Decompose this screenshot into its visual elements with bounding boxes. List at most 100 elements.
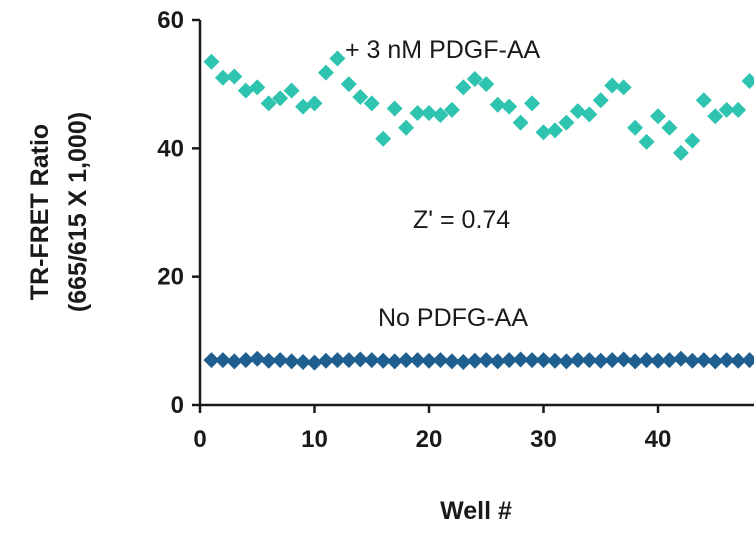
minus-series-point xyxy=(489,353,506,370)
plus-series-point xyxy=(615,79,632,96)
plus-series-point xyxy=(237,82,254,99)
plus-series-point xyxy=(317,64,334,81)
plus-series-point xyxy=(443,101,460,118)
minus-series-point xyxy=(707,353,724,370)
minus-series-point xyxy=(237,352,254,369)
minus-series-point xyxy=(535,352,552,369)
plus-series-point xyxy=(569,103,586,120)
plus-series-point xyxy=(661,119,678,136)
plus-series-point xyxy=(329,50,346,67)
plus-series-point xyxy=(226,68,243,85)
annotation-minus: No PDFG-AA xyxy=(378,304,528,332)
minus-series-point xyxy=(329,352,346,369)
minus-series-point xyxy=(730,352,747,369)
plus-series-point xyxy=(283,82,300,99)
x-tick-label: 40 xyxy=(645,426,672,453)
series-plus-pdgf xyxy=(203,50,754,161)
y-tick-label: 0 xyxy=(171,392,184,419)
plus-series-point xyxy=(398,119,415,136)
minus-series-point xyxy=(741,352,754,369)
plus-series-point xyxy=(455,79,472,96)
minus-series-point xyxy=(615,351,632,368)
minus-series-point xyxy=(501,352,518,369)
plus-series-point xyxy=(718,101,735,118)
x-tick-label: 10 xyxy=(301,426,328,453)
plus-series-point xyxy=(260,95,277,112)
minus-series-point xyxy=(409,352,426,369)
minus-series-point xyxy=(466,352,483,369)
minus-series-point xyxy=(718,352,735,369)
annotation-zprime: Z' = 0.74 xyxy=(413,206,510,234)
y-axis-title: TR-FRET Ratio (665/615 X 1,000) xyxy=(26,112,92,312)
minus-series-point xyxy=(443,353,460,370)
plus-series-point xyxy=(741,72,754,89)
minus-series-point xyxy=(363,352,380,369)
y-ticks: 0 20 40 60 xyxy=(157,7,200,419)
plus-series-point xyxy=(363,95,380,112)
minus-series-point xyxy=(650,352,666,369)
minus-series-point xyxy=(260,352,277,369)
series-layer xyxy=(203,50,754,371)
x-axis-title: Well # xyxy=(440,497,512,525)
minus-series-point xyxy=(226,353,243,370)
minus-series-point xyxy=(203,352,220,369)
x-tick-label: 0 xyxy=(193,426,206,453)
minus-series-point xyxy=(352,351,369,368)
minus-series-point xyxy=(524,352,541,369)
plus-series-point xyxy=(650,108,666,125)
plus-series-point xyxy=(272,90,289,107)
plus-series-point xyxy=(352,89,369,105)
minus-series-point xyxy=(272,352,289,369)
minus-series-point xyxy=(295,354,312,371)
minus-series-point xyxy=(684,352,701,369)
y-tick-label: 20 xyxy=(157,264,184,291)
x-ticks: 0 10 20 30 40 xyxy=(193,405,671,453)
y-axis-title-line2: (665/615 X 1,000) xyxy=(64,112,92,312)
plus-series-point xyxy=(592,92,609,109)
plus-series-point xyxy=(604,77,621,94)
minus-series-point xyxy=(283,353,300,370)
series-no-pdgf xyxy=(203,350,754,371)
plus-series-point xyxy=(581,106,598,123)
plus-series-point xyxy=(306,95,323,112)
plus-series-point xyxy=(375,130,392,147)
annotation-plus: + 3 nM PDGF-AA xyxy=(345,36,541,64)
y-axis-title-line1: TR-FRET Ratio xyxy=(26,124,54,300)
plus-series-point xyxy=(421,105,437,122)
minus-series-point xyxy=(375,352,392,369)
plus-series-point xyxy=(386,100,403,117)
plus-series-point xyxy=(214,69,231,86)
minus-series-point xyxy=(695,352,712,369)
plus-series-point xyxy=(535,124,552,141)
plus-series-point xyxy=(707,108,724,125)
plus-series-point xyxy=(546,122,563,139)
minus-series-point xyxy=(478,352,495,369)
minus-series-point xyxy=(386,353,403,370)
minus-series-point xyxy=(421,352,437,369)
minus-series-point xyxy=(249,350,266,367)
minus-series-point xyxy=(581,352,598,369)
minus-series-point xyxy=(340,352,357,369)
minus-series-point xyxy=(672,350,689,367)
minus-series-point xyxy=(604,352,621,369)
plus-series-point xyxy=(478,76,495,93)
minus-series-point xyxy=(627,353,644,370)
minus-series-point xyxy=(306,354,323,371)
plus-series-point xyxy=(627,119,644,136)
plus-series-point xyxy=(340,76,357,93)
minus-series-point xyxy=(569,352,586,369)
minus-series-point xyxy=(214,352,231,369)
plus-series-point xyxy=(489,96,506,113)
minus-series-point xyxy=(317,352,334,369)
plus-series-point xyxy=(695,92,712,109)
minus-series-point xyxy=(432,352,449,369)
plus-series-point xyxy=(524,95,541,112)
minus-series-point xyxy=(512,351,529,368)
plus-series-point xyxy=(684,132,701,149)
plus-series-point xyxy=(558,114,575,131)
minus-series-point xyxy=(638,352,655,369)
minus-series-point xyxy=(398,352,415,369)
plus-series-point xyxy=(672,144,689,161)
